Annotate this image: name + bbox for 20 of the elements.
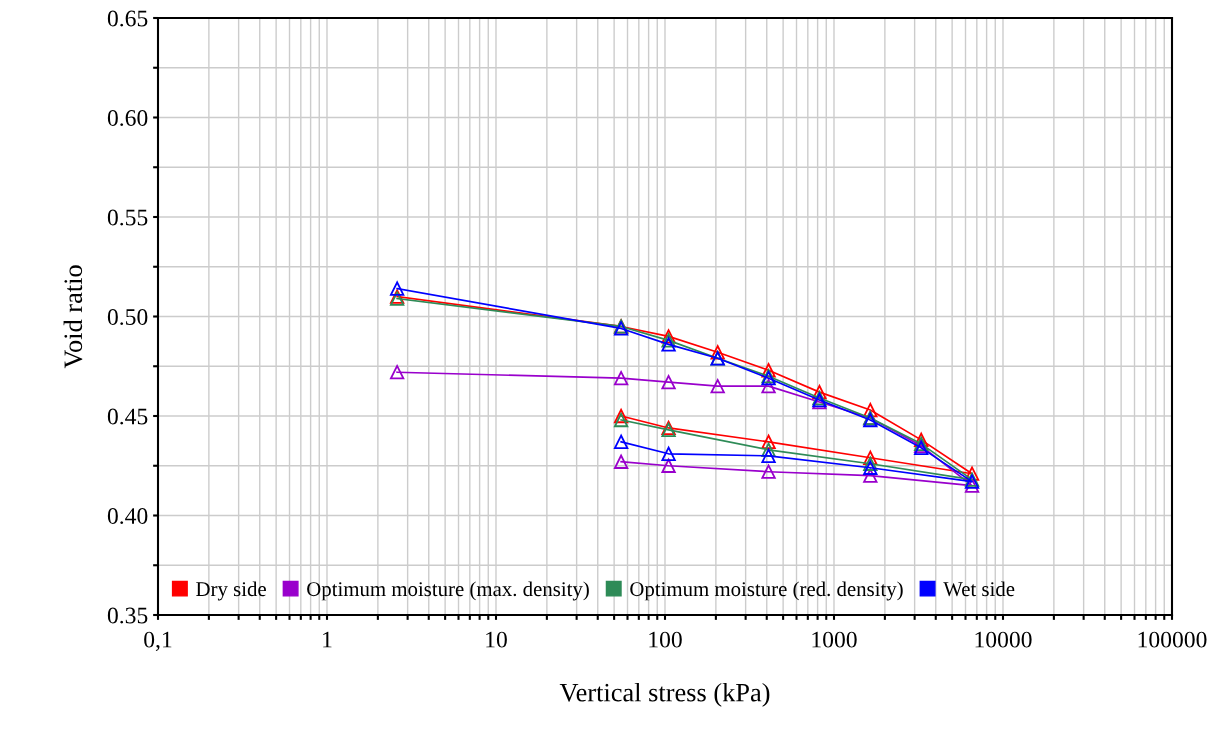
- x-tick-label: 1000: [812, 631, 857, 648]
- y-tick-label: 0.40: [107, 507, 148, 525]
- x-tick-label: 1: [323, 631, 332, 648]
- legend-label: Wet side: [943, 581, 1015, 597]
- y-tick-label: 0.65: [107, 10, 148, 27]
- legend-label: Optimum moisture (red. density): [630, 581, 903, 601]
- x-axis-title: Vertical stress (kPa): [559, 682, 770, 707]
- y-tick-label: 0.45: [107, 408, 148, 425]
- legend-label: Optimum moisture (max. density): [307, 581, 589, 601]
- x-tick-label: 10: [486, 631, 507, 648]
- x-tick-label: 10000: [975, 631, 1032, 648]
- y-tick-label: 0.50: [107, 308, 148, 326]
- x-tick-label: 100000: [1138, 631, 1207, 648]
- y-tick-label: 0.35: [107, 607, 148, 624]
- legend-label: Dry side: [196, 581, 266, 601]
- x-tick-label: 100: [649, 631, 682, 648]
- y-tick-label: 0.60: [107, 109, 148, 127]
- y-tick-label: 0.55: [107, 209, 148, 226]
- y-axis-title: Void ratio: [63, 265, 83, 369]
- x-tick-label: 0,1: [144, 631, 172, 651]
